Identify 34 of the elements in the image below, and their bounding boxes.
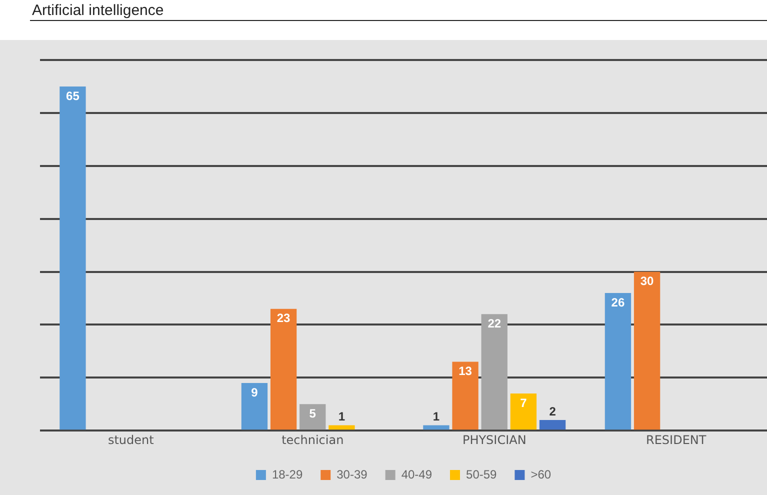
- data-label: 23: [276, 311, 291, 326]
- bar: [300, 404, 326, 430]
- legend-label: 30-39: [336, 467, 368, 482]
- data-label: 7: [520, 396, 528, 410]
- x-tick-label: PHYSICIAN: [462, 432, 526, 447]
- x-tick-label: technician: [282, 432, 344, 447]
- data-label: 1: [338, 410, 346, 424]
- bar: [510, 394, 537, 430]
- data-label: 9: [251, 385, 258, 400]
- legend-label: 50-59: [466, 467, 498, 482]
- bar: [60, 86, 86, 430]
- data-label: 5: [309, 406, 316, 420]
- bar: [634, 272, 660, 430]
- bar: [539, 420, 566, 430]
- legend-label: 18-29: [272, 467, 303, 482]
- bar: [328, 425, 355, 430]
- data-label: 65: [66, 88, 80, 103]
- bar: [604, 292, 632, 430]
- data-label: 13: [458, 364, 472, 378]
- x-tick-label: student: [108, 432, 154, 447]
- bar: [481, 314, 508, 430]
- bar: [270, 308, 297, 430]
- x-tick-label: RESIDENT: [646, 432, 707, 447]
- data-label: 26: [611, 295, 625, 310]
- legend-label: 40-49: [401, 467, 432, 482]
- data-label: 2: [549, 404, 556, 418]
- text: Artificial intelligence: [32, 2, 164, 19]
- bar: [452, 362, 478, 430]
- data-label: 1: [432, 410, 440, 424]
- data-label: 22: [488, 316, 502, 330]
- data-label: 30: [640, 274, 654, 288]
- bar: [241, 382, 268, 430]
- bar: [423, 425, 450, 430]
- legend-label: >60: [530, 467, 552, 482]
